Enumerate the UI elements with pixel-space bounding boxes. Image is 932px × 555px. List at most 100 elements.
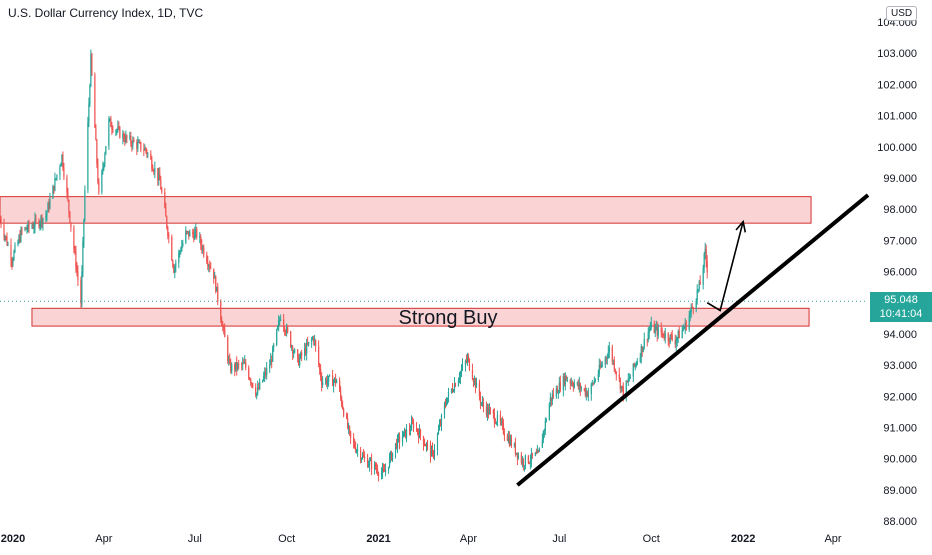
candle[interactable] [151,155,153,172]
candle[interactable] [569,378,571,390]
candle[interactable] [697,288,699,294]
candle[interactable] [98,178,100,195]
candle[interactable] [369,456,372,462]
candle[interactable] [0,215,2,229]
candle[interactable] [466,352,469,366]
candle[interactable] [487,404,490,419]
candle[interactable] [187,230,189,235]
candle[interactable] [38,218,40,229]
candle[interactable] [503,428,506,442]
candle[interactable] [452,388,455,393]
candle[interactable] [587,387,589,402]
candle[interactable] [451,382,454,394]
candle[interactable] [394,443,397,459]
candle[interactable] [335,373,337,387]
candle[interactable] [12,256,14,267]
candle[interactable] [657,323,659,339]
candle[interactable] [186,230,188,235]
candle[interactable] [683,326,685,330]
candle[interactable] [401,430,404,447]
candle[interactable] [49,192,51,210]
candle[interactable] [459,370,462,385]
candle[interactable] [96,138,98,169]
candle[interactable] [416,428,419,436]
candle[interactable] [432,449,435,459]
candle[interactable] [482,397,485,413]
candle[interactable] [478,379,481,401]
candle[interactable] [131,140,133,152]
candle[interactable] [4,234,6,242]
candle[interactable] [458,371,461,384]
candle[interactable] [77,265,79,287]
candle[interactable] [667,332,669,346]
candle[interactable] [68,199,70,218]
candle[interactable] [564,372,566,391]
candle[interactable] [202,245,204,254]
candle[interactable] [545,417,547,423]
candle[interactable] [676,336,678,347]
strong-buy-zone[interactable] [31,307,810,327]
candle[interactable] [447,387,450,403]
candle[interactable] [140,141,142,153]
candle[interactable] [523,465,525,472]
ascending-trendline[interactable] [516,193,870,487]
candle[interactable] [266,361,268,380]
candle[interactable] [373,461,376,475]
candle[interactable] [215,275,217,294]
candle[interactable] [597,369,599,383]
candle[interactable] [585,387,587,401]
candle[interactable] [592,382,594,386]
candle[interactable] [614,368,616,375]
candle[interactable] [27,220,29,233]
candle[interactable] [342,400,344,410]
candle[interactable] [133,137,135,143]
candle[interactable] [649,321,651,332]
candle[interactable] [56,174,58,181]
candle[interactable] [119,125,121,139]
candle[interactable] [241,362,243,371]
candle[interactable] [521,456,523,468]
candle[interactable] [348,425,351,437]
candle[interactable] [692,306,694,315]
candle[interactable] [424,443,427,447]
candle[interactable] [502,418,505,435]
candle[interactable] [110,115,112,128]
candle[interactable] [354,441,357,453]
candle[interactable] [531,452,533,460]
candle[interactable] [230,358,232,374]
candle[interactable] [153,168,155,176]
candle[interactable] [17,239,19,247]
candle[interactable] [255,383,257,398]
candle[interactable] [221,316,223,327]
candle[interactable] [269,359,271,374]
candle[interactable] [417,428,420,444]
candle[interactable] [550,397,552,407]
candle[interactable] [359,446,362,464]
candle[interactable] [206,251,208,265]
candle[interactable] [264,367,266,383]
candle[interactable] [283,313,285,333]
candle[interactable] [384,463,387,477]
candle[interactable] [668,337,670,348]
candle[interactable] [179,249,181,258]
candle[interactable] [5,235,7,241]
candle[interactable] [347,422,350,435]
candle[interactable] [548,402,550,421]
candle[interactable] [674,334,676,349]
candle[interactable] [390,450,393,461]
candle[interactable] [112,125,114,134]
candle[interactable] [329,374,331,377]
candle[interactable] [185,226,187,245]
candle[interactable] [188,231,190,240]
candle[interactable] [654,324,656,338]
candle[interactable] [563,372,565,387]
candle[interactable] [625,380,627,402]
candle[interactable] [499,410,502,426]
candle[interactable] [276,328,278,347]
candle[interactable] [450,388,453,394]
candle[interactable] [664,327,666,344]
candle[interactable] [486,403,489,421]
candle[interactable] [640,343,642,364]
candle[interactable] [39,220,41,231]
candle[interactable] [397,432,400,443]
